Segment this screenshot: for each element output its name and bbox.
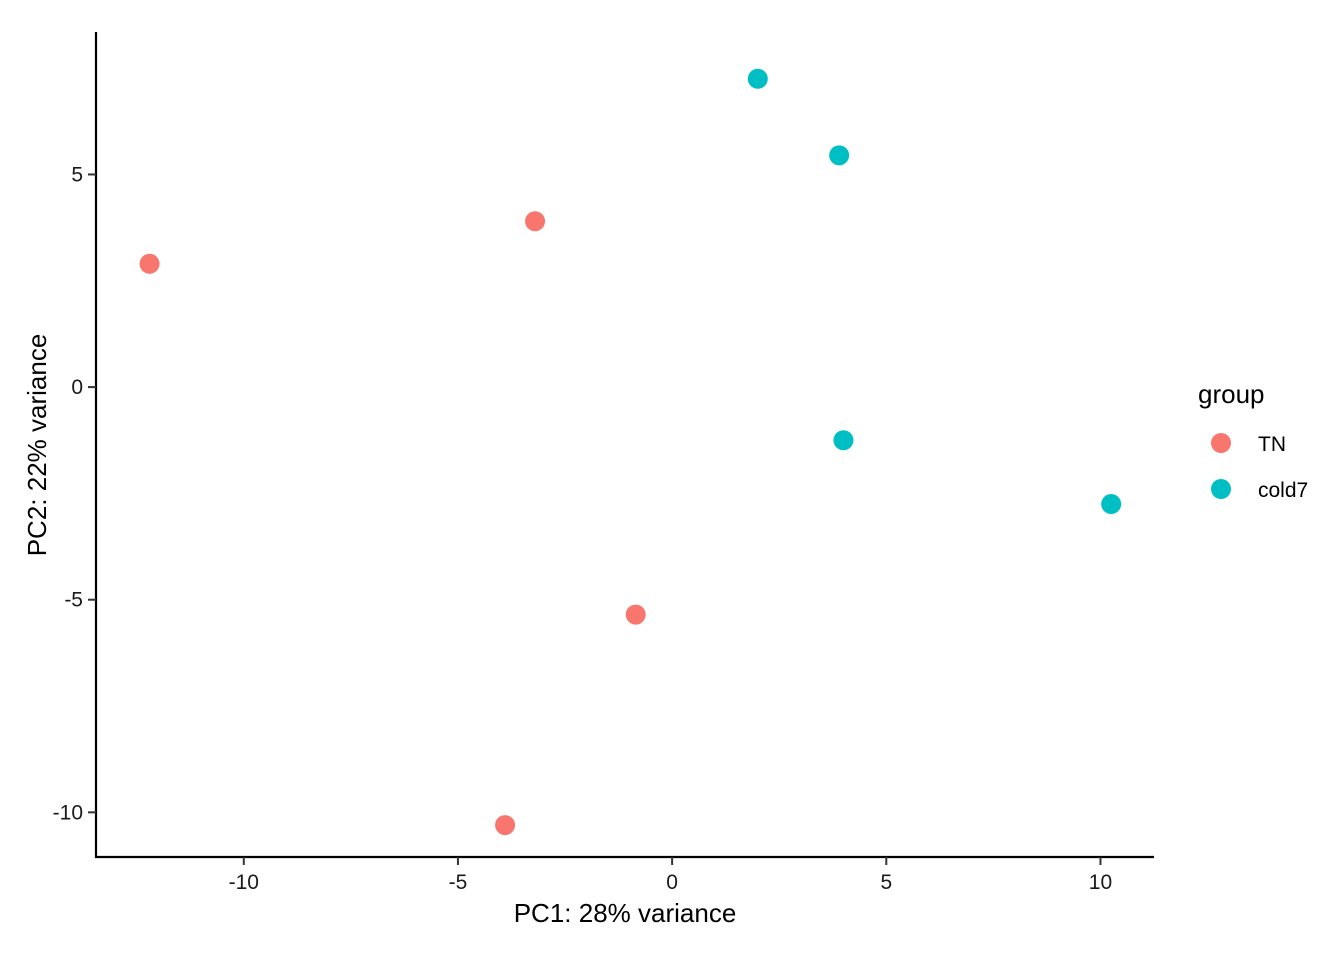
legend-label-cold7: cold7 <box>1258 479 1308 502</box>
y-tick-label: -5 <box>64 589 83 612</box>
data-point-cold7 <box>1101 494 1122 515</box>
data-point-cold7 <box>829 145 850 166</box>
data-point-tn <box>495 815 516 836</box>
data-point-cold7 <box>833 430 854 451</box>
legend-key-cold7 <box>1211 479 1231 499</box>
ticks: -10 -5 0 5 10 5 0 -5 -10 <box>53 163 1112 894</box>
x-tick-label: -10 <box>229 871 259 894</box>
legend-key-tn <box>1211 433 1231 453</box>
data-point-tn <box>625 604 646 625</box>
legend: group TN cold7 <box>1198 379 1308 502</box>
data-point-tn <box>139 253 160 274</box>
y-tick-label: 5 <box>71 163 83 186</box>
legend-title: group <box>1198 379 1265 409</box>
axes <box>94 32 1154 859</box>
legend-label-tn: TN <box>1258 433 1286 456</box>
x-axis-title: PC1: 28% variance <box>514 898 737 928</box>
y-tick-label: -10 <box>53 801 83 824</box>
data-point-tn <box>525 211 546 232</box>
x-tick-label: -5 <box>449 871 468 894</box>
y-axis-title: PC2: 22% variance <box>22 334 52 557</box>
x-tick-label: 10 <box>1089 871 1112 894</box>
data-points <box>139 68 1122 836</box>
x-tick-label: 0 <box>666 871 678 894</box>
x-tick-label: 5 <box>880 871 892 894</box>
data-point-cold7 <box>747 68 768 89</box>
y-tick-label: 0 <box>71 376 83 399</box>
